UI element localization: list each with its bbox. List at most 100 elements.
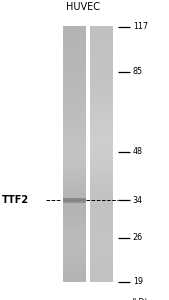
Bar: [90, 82, 113, 86]
Bar: [90, 196, 113, 201]
Bar: [63, 264, 86, 269]
Bar: [90, 111, 113, 116]
Bar: [90, 226, 113, 231]
Bar: [90, 167, 113, 172]
Bar: [90, 158, 113, 163]
Bar: [63, 167, 86, 172]
Bar: [63, 133, 86, 137]
Bar: [90, 184, 113, 188]
Bar: [63, 243, 86, 248]
Bar: [90, 171, 113, 176]
Text: 117: 117: [133, 22, 148, 32]
Bar: [90, 248, 113, 252]
Bar: [90, 120, 113, 125]
Bar: [90, 116, 113, 121]
Bar: [90, 35, 113, 40]
Bar: [63, 248, 86, 252]
Bar: [63, 111, 86, 116]
Bar: [90, 48, 113, 52]
Bar: [63, 201, 86, 202]
Bar: [63, 179, 86, 184]
Bar: [63, 69, 86, 74]
Bar: [90, 107, 113, 112]
Bar: [63, 202, 86, 203]
Bar: [63, 99, 86, 103]
Bar: [63, 141, 86, 146]
Bar: [63, 154, 86, 159]
Bar: [90, 222, 113, 227]
Bar: [63, 103, 86, 108]
Bar: [63, 222, 86, 227]
Bar: [90, 256, 113, 261]
Bar: [90, 90, 113, 95]
Bar: [90, 192, 113, 197]
Bar: [63, 239, 86, 244]
Bar: [63, 209, 86, 214]
Bar: [90, 133, 113, 137]
Bar: [63, 31, 86, 35]
Bar: [63, 64, 86, 70]
Text: 48: 48: [133, 148, 143, 157]
Bar: [90, 94, 113, 99]
Bar: [90, 26, 113, 31]
Bar: [90, 175, 113, 180]
Bar: [63, 235, 86, 239]
Bar: [90, 239, 113, 244]
Text: 26: 26: [133, 233, 143, 242]
Bar: [63, 90, 86, 95]
Bar: [90, 243, 113, 248]
Bar: [90, 128, 113, 133]
Bar: [90, 213, 113, 218]
Bar: [90, 209, 113, 214]
Bar: [90, 99, 113, 103]
Text: TTF2: TTF2: [2, 195, 29, 206]
Bar: [90, 273, 113, 278]
Bar: [63, 73, 86, 78]
Bar: [63, 198, 86, 203]
Bar: [63, 86, 86, 91]
Bar: [63, 107, 86, 112]
Bar: [63, 158, 86, 163]
Bar: [90, 73, 113, 78]
Bar: [63, 175, 86, 180]
Bar: [63, 200, 86, 201]
Bar: [63, 26, 86, 31]
Bar: [63, 260, 86, 265]
Bar: [90, 31, 113, 35]
Bar: [90, 124, 113, 129]
Bar: [63, 230, 86, 235]
Bar: [90, 44, 113, 48]
Bar: [90, 162, 113, 167]
Bar: [63, 35, 86, 40]
Text: HUVEC: HUVEC: [66, 2, 100, 12]
Bar: [90, 277, 113, 282]
Bar: [63, 218, 86, 223]
Bar: [63, 60, 86, 65]
Bar: [90, 137, 113, 142]
Bar: [90, 103, 113, 108]
Text: (kD): (kD): [131, 298, 147, 300]
Text: 19: 19: [133, 278, 143, 286]
Bar: [63, 56, 86, 61]
Bar: [63, 192, 86, 197]
Bar: [90, 141, 113, 146]
Bar: [63, 188, 86, 193]
Bar: [63, 201, 86, 206]
Bar: [90, 260, 113, 265]
Bar: [90, 264, 113, 269]
Bar: [63, 150, 86, 154]
Bar: [63, 273, 86, 278]
Bar: [63, 39, 86, 44]
Bar: [63, 120, 86, 125]
Bar: [90, 56, 113, 61]
Bar: [90, 235, 113, 239]
Bar: [90, 150, 113, 154]
Text: 85: 85: [133, 67, 143, 76]
Bar: [63, 213, 86, 218]
Bar: [63, 162, 86, 167]
Bar: [90, 252, 113, 256]
Text: 34: 34: [133, 196, 143, 205]
Bar: [63, 128, 86, 133]
Bar: [63, 137, 86, 142]
Bar: [63, 199, 86, 200]
